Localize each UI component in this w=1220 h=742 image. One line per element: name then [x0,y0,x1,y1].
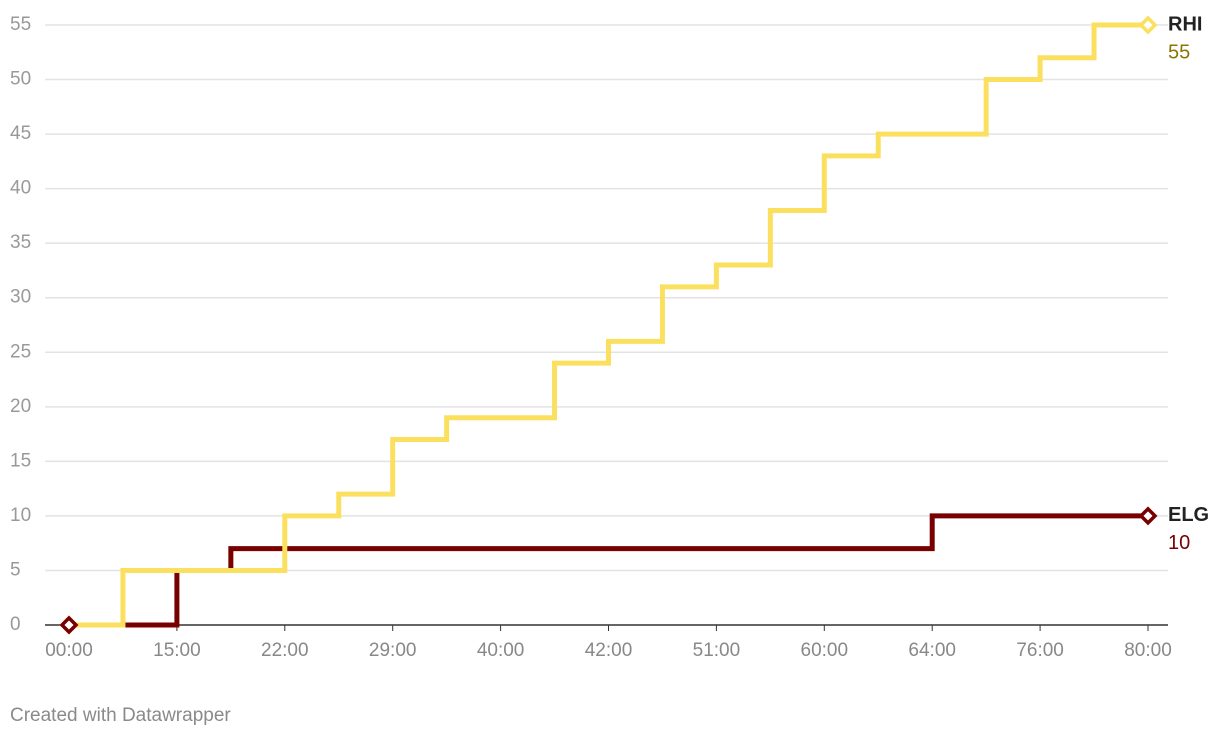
x-tick-label: 51:00 [693,640,741,661]
footer: Created with Datawrapper [10,705,231,726]
x-tick-label: 60:00 [801,640,849,661]
y-tick-label: 20 [10,396,31,417]
y-tick-label: 50 [10,69,31,90]
x-tick-label: 64:00 [908,640,956,661]
y-tick-label: 25 [10,341,31,362]
x-tick-label: 40:00 [477,640,525,661]
series-name: RHI [1168,13,1202,35]
y-tick-label: 5 [10,559,21,580]
y-tick-label: 35 [10,232,31,253]
y-tick-label: 10 [10,505,31,526]
y-tick-label: 45 [10,123,31,144]
x-tick-label: 22:00 [261,640,309,661]
x-tick-label: 76:00 [1016,640,1064,661]
series-line [69,22,1148,628]
x-tick-label: 29:00 [369,640,417,661]
marker [59,615,79,635]
marker [1138,506,1158,526]
x-tick-label: 42:00 [585,640,633,661]
y-tick-label: 55 [10,14,31,35]
y-tick-label: 0 [10,614,21,635]
series-name: ELG [1168,504,1209,526]
y-tick-label: 30 [10,287,31,308]
value-label: 10 [1168,532,1190,554]
value-label: 55 [1168,41,1190,63]
x-tick-label: 00:00 [45,640,93,661]
y-tick-label: 40 [10,178,31,199]
x-tick-label: 15:00 [153,640,201,661]
y-tick-label: 15 [10,450,31,471]
marker [1138,15,1158,35]
x-tick-label: 80:00 [1124,640,1172,661]
